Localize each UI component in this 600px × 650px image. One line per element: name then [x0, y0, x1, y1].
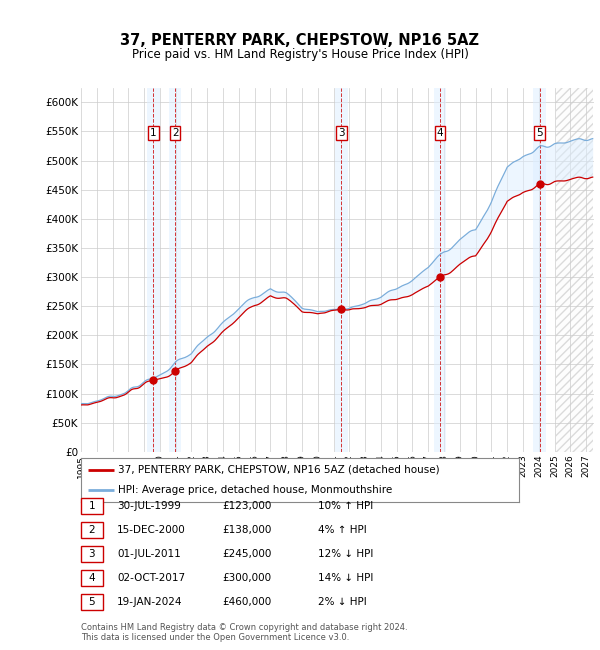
Text: 5: 5: [88, 597, 95, 607]
Text: £460,000: £460,000: [222, 597, 271, 607]
Bar: [147, 88, 160, 452]
Text: 10% ↑ HPI: 10% ↑ HPI: [318, 500, 373, 511]
Text: 1: 1: [150, 128, 157, 138]
Text: 3: 3: [338, 128, 345, 138]
Bar: [335, 88, 348, 452]
Text: £245,000: £245,000: [222, 549, 271, 559]
Text: 5: 5: [536, 128, 543, 138]
Text: 2% ↓ HPI: 2% ↓ HPI: [318, 597, 367, 607]
Bar: [434, 88, 446, 452]
Text: 15-DEC-2000: 15-DEC-2000: [117, 525, 186, 535]
Text: Contains HM Land Registry data © Crown copyright and database right 2024.
This d: Contains HM Land Registry data © Crown c…: [81, 623, 407, 642]
Text: 2: 2: [172, 128, 178, 138]
Text: Price paid vs. HM Land Registry's House Price Index (HPI): Price paid vs. HM Land Registry's House …: [131, 48, 469, 61]
Text: 30-JUL-1999: 30-JUL-1999: [117, 500, 181, 511]
Text: 4: 4: [88, 573, 95, 583]
Text: 2: 2: [88, 525, 95, 535]
Text: 12% ↓ HPI: 12% ↓ HPI: [318, 549, 373, 559]
Text: £300,000: £300,000: [222, 573, 271, 583]
Text: £138,000: £138,000: [222, 525, 271, 535]
Text: £123,000: £123,000: [222, 500, 271, 511]
Text: 3: 3: [88, 549, 95, 559]
Text: 37, PENTERRY PARK, CHEPSTOW, NP16 5AZ (detached house): 37, PENTERRY PARK, CHEPSTOW, NP16 5AZ (d…: [118, 465, 440, 474]
Text: 1: 1: [88, 500, 95, 511]
Text: 19-JAN-2024: 19-JAN-2024: [117, 597, 182, 607]
Text: 14% ↓ HPI: 14% ↓ HPI: [318, 573, 373, 583]
Text: 37, PENTERRY PARK, CHEPSTOW, NP16 5AZ: 37, PENTERRY PARK, CHEPSTOW, NP16 5AZ: [121, 32, 479, 48]
Text: 02-OCT-2017: 02-OCT-2017: [117, 573, 185, 583]
Text: 01-JUL-2011: 01-JUL-2011: [117, 549, 181, 559]
Bar: [533, 88, 546, 452]
Text: HPI: Average price, detached house, Monmouthshire: HPI: Average price, detached house, Monm…: [118, 485, 392, 495]
Text: 4% ↑ HPI: 4% ↑ HPI: [318, 525, 367, 535]
Bar: [169, 88, 181, 452]
Text: 4: 4: [437, 128, 443, 138]
